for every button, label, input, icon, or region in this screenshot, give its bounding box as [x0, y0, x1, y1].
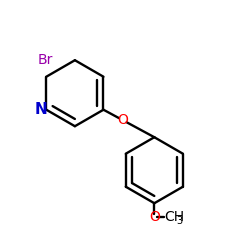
- Text: 3: 3: [176, 216, 182, 226]
- Text: O: O: [149, 210, 160, 224]
- Text: Br: Br: [38, 53, 53, 67]
- Text: O: O: [117, 113, 128, 127]
- Text: CH: CH: [164, 210, 185, 224]
- Text: N: N: [34, 102, 47, 117]
